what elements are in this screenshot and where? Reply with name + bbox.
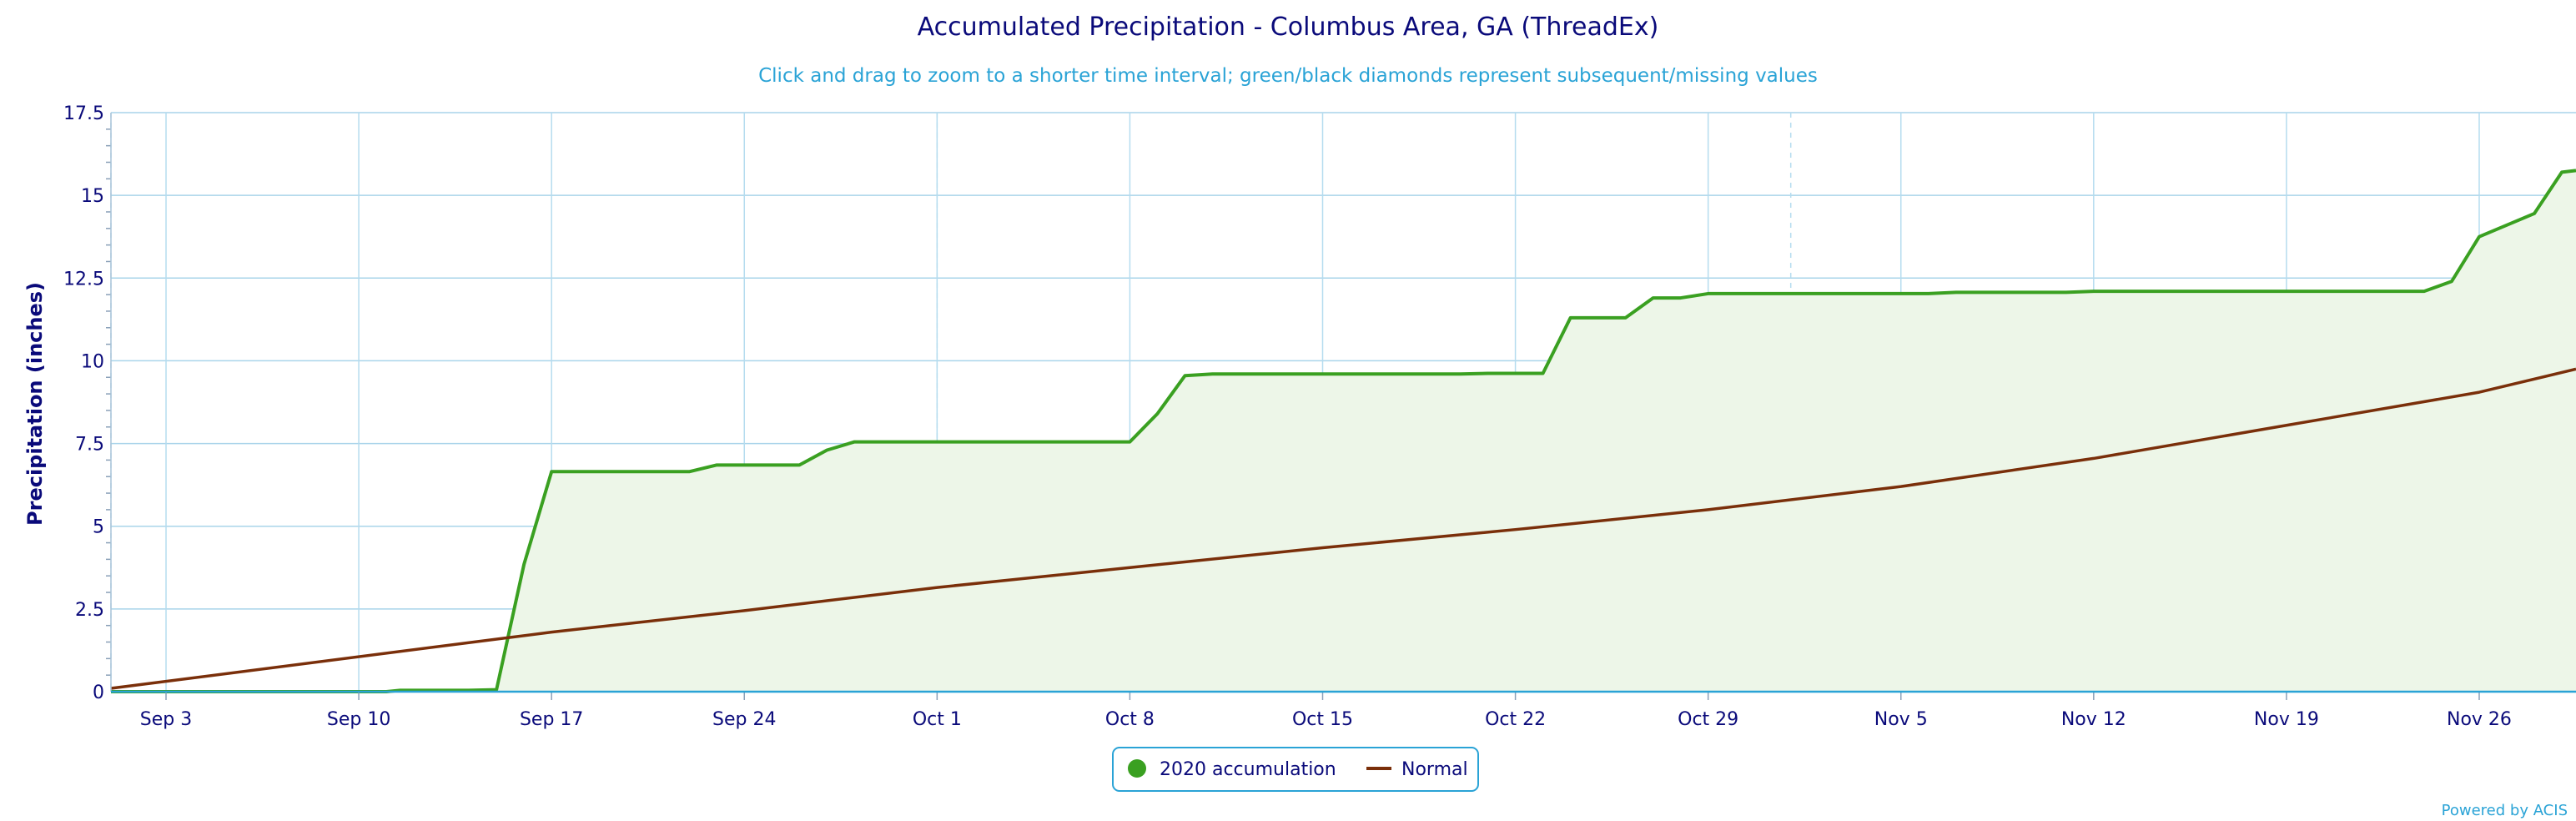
chart-title: Accumulated Precipitation - Columbus Are…: [918, 13, 1659, 42]
x-tick-label: Sep 24: [712, 709, 776, 730]
y-tick-label: 10: [81, 351, 104, 372]
x-tick-label: Oct 29: [1678, 709, 1738, 730]
y-axis-label: Precipitation (inches): [23, 282, 47, 526]
series-area-2020-accumulation: [111, 170, 2576, 692]
credit-link[interactable]: Powered by ACIS: [2442, 802, 2568, 819]
x-tick-label: Oct 1: [913, 709, 962, 730]
legend-item-2020-accumulation[interactable]: 2020 accumulation: [1128, 759, 1336, 780]
y-tick-label: 5: [93, 517, 104, 538]
y-tick-label: 2.5: [75, 600, 104, 621]
x-tick-label: Nov 12: [2061, 709, 2126, 730]
legend-box: [1112, 747, 1479, 792]
axes: 0 2.5 5 7.5 10 12.5 15 17.5 Sep 3 Sep 10 Sep 17 Sep…: [63, 103, 2576, 730]
y-tick-label: 7.5: [75, 435, 104, 456]
legend-item-normal[interactable]: Normal: [1366, 759, 1468, 780]
x-tick-label: Oct 22: [1485, 709, 1546, 730]
x-tick-label: Oct 15: [1292, 709, 1353, 730]
x-tick-label: Sep 17: [520, 709, 583, 730]
legend-marker-2020-accumulation: [1128, 759, 1146, 778]
x-tick-label: Nov 26: [2447, 709, 2512, 730]
y-tick-label: 15: [81, 186, 104, 207]
x-tick-label: Nov 19: [2254, 709, 2319, 730]
legend-label-normal: Normal: [1401, 759, 1468, 780]
chart-subtitle: Click and drag to zoom to a shorter time…: [758, 65, 1818, 87]
series-line-normal[interactable]: [110, 367, 2576, 690]
x-tick-label: Sep 3: [140, 709, 192, 730]
plot-area[interactable]: [110, 169, 2576, 693]
legend-label-2020-accumulation: 2020 accumulation: [1160, 759, 1336, 780]
y-tick-label: 12.5: [63, 269, 104, 290]
legend[interactable]: 2020 accumulation Normal: [1112, 747, 1479, 792]
x-tick-label: Sep 10: [327, 709, 390, 730]
x-tick-label: Nov 5: [1874, 709, 1928, 730]
x-tick-label: Oct 8: [1105, 709, 1155, 730]
y-tick-label: 0: [93, 682, 104, 703]
series-line-2020-accumulation[interactable]: [111, 169, 2576, 693]
y-tick-label: 17.5: [63, 103, 104, 124]
